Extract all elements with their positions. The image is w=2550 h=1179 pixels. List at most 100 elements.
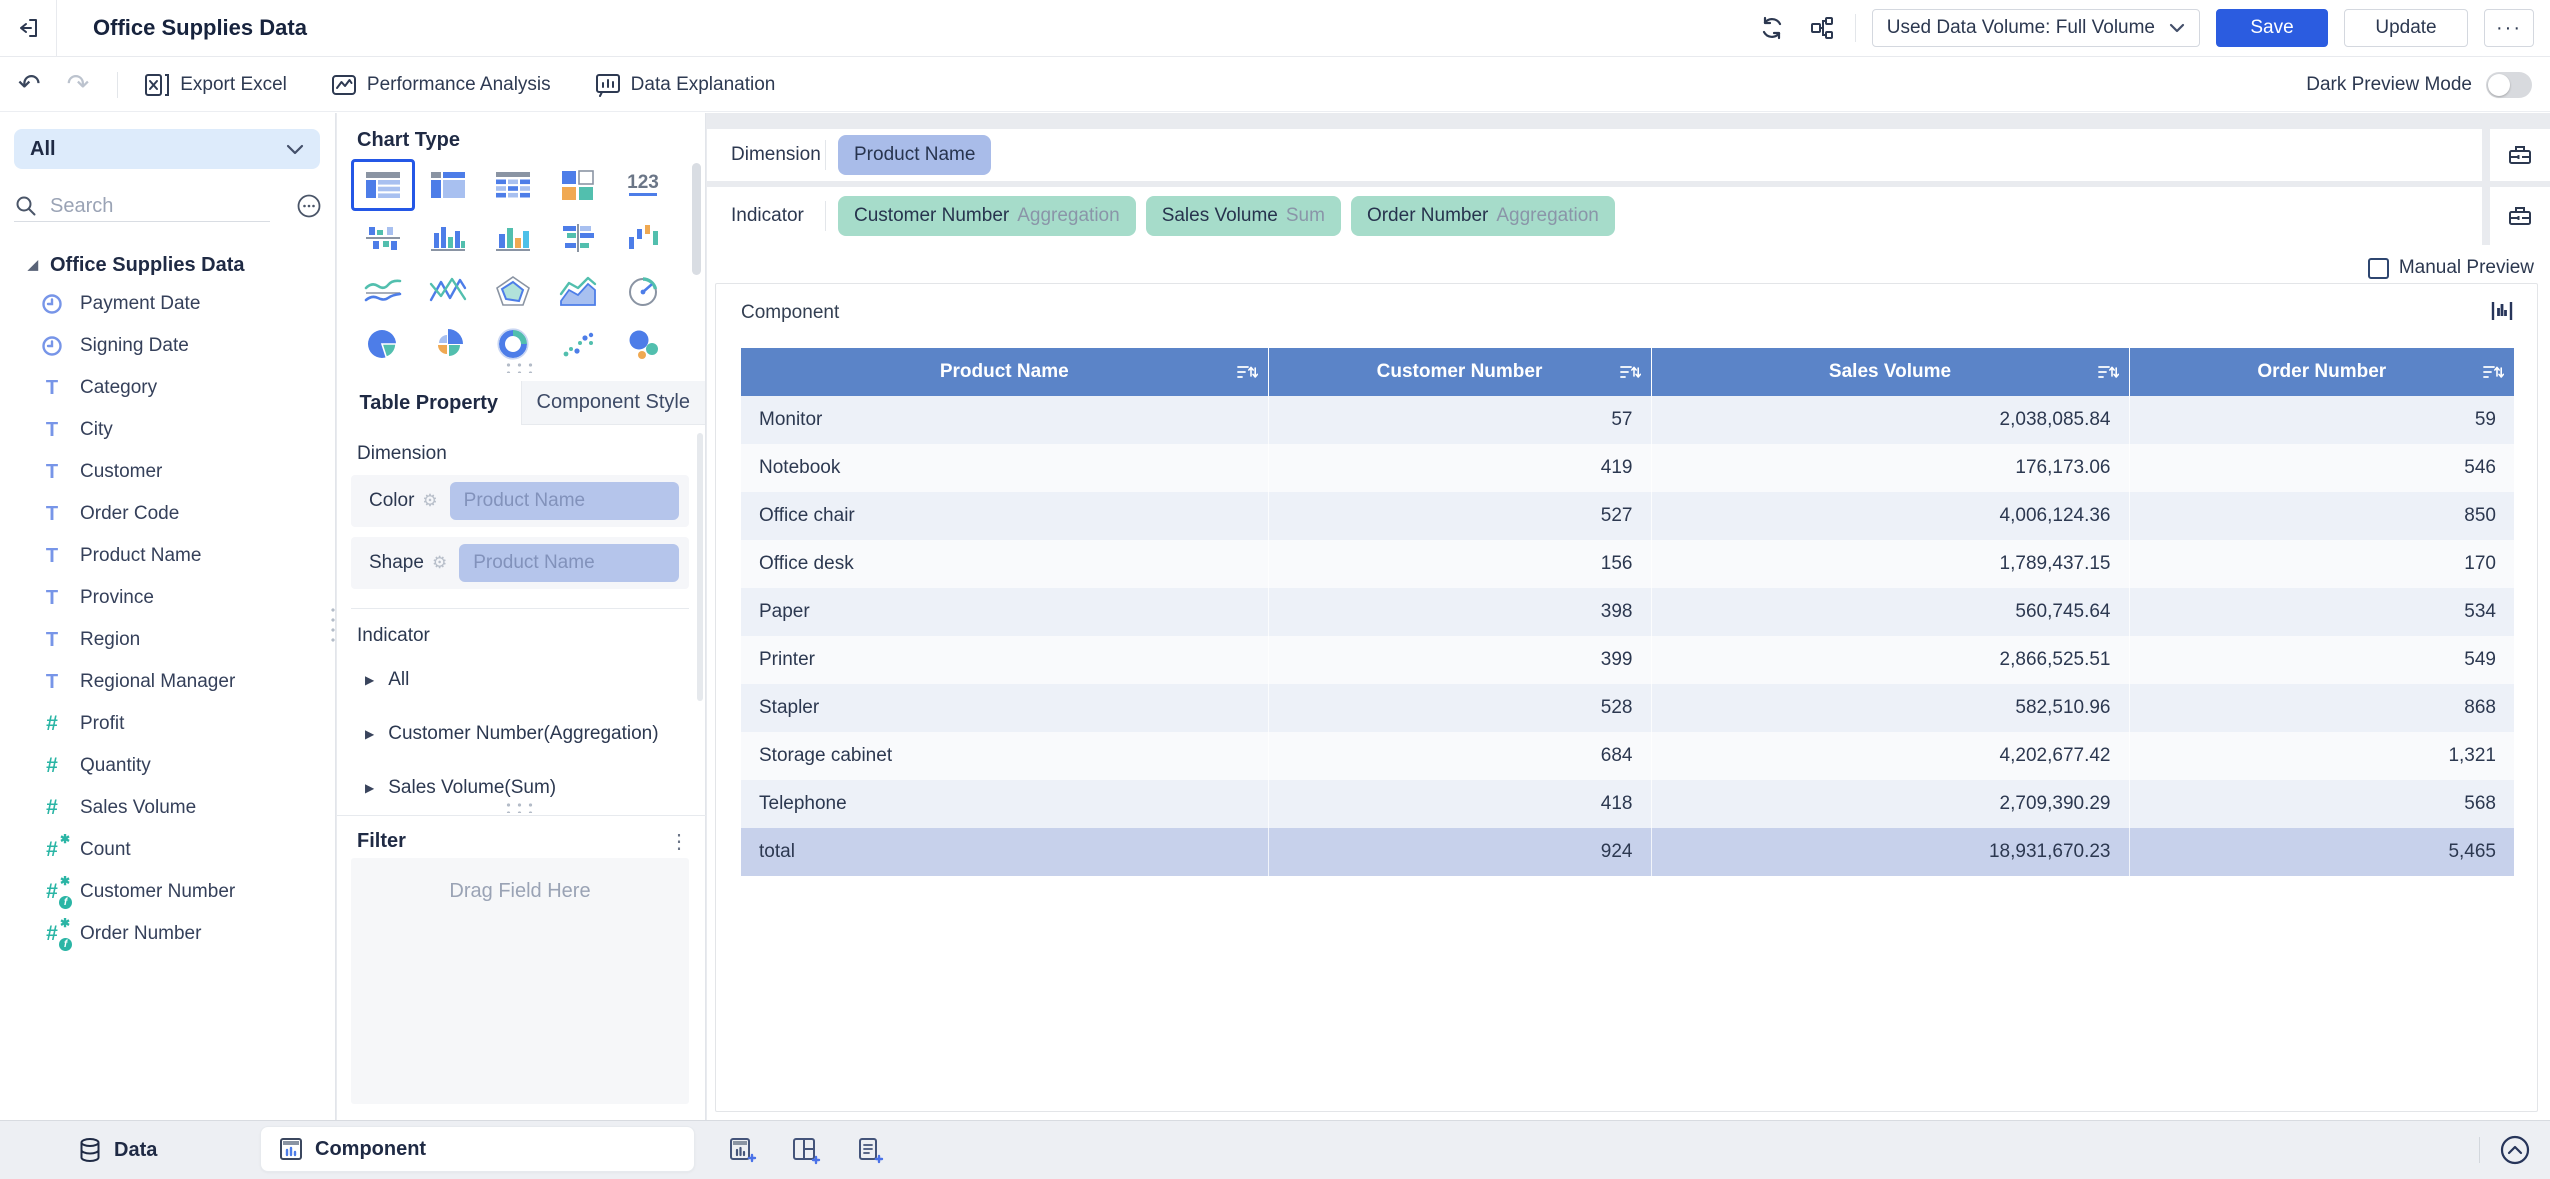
shape-field-pill[interactable]: Product Name: [459, 544, 679, 582]
chart-type-range-bar[interactable]: [611, 212, 675, 264]
tab-component-style[interactable]: Component Style: [520, 381, 705, 425]
indicator-pill-order-number[interactable]: Order Number Aggregation: [1350, 196, 1615, 236]
sort-icon[interactable]: [1619, 362, 1641, 382]
field-item-payment-date[interactable]: Payment Date: [0, 283, 335, 325]
tab-component[interactable]: Component: [260, 1126, 695, 1172]
add-dashboard-button[interactable]: [790, 1135, 822, 1167]
field-item-province[interactable]: T Province: [0, 577, 335, 619]
manual-preview-checkbox[interactable]: [2367, 257, 2389, 279]
chart-type-donut-chart[interactable]: [481, 318, 545, 370]
field-item-regional-manager[interactable]: T Regional Manager: [0, 661, 335, 703]
indicator-pill-sales-volume[interactable]: Sales Volume Sum: [1145, 196, 1341, 236]
chart-type-cross-table[interactable]: [416, 159, 480, 211]
property-panel-resize-handle[interactable]: [503, 801, 537, 813]
tree-root-office-supplies-data[interactable]: ◢ Office Supplies Data: [0, 247, 335, 283]
field-item-profit[interactable]: # Profit: [0, 703, 335, 745]
chart-type-multi-series-bar[interactable]: [416, 212, 480, 264]
sort-icon[interactable]: [1236, 362, 1258, 382]
table-row[interactable]: Stapler 528 582,510.96 868: [741, 684, 2514, 732]
field-item-city[interactable]: T City: [0, 409, 335, 451]
field-item-quantity[interactable]: # Quantity: [0, 745, 335, 787]
scope-select[interactable]: All: [14, 129, 320, 169]
dimension-tools-button[interactable]: [2490, 129, 2550, 181]
indicator-item-customer-number[interactable]: ▶ Customer Number(Aggregation): [365, 723, 659, 745]
column-header-sales-volume[interactable]: Sales Volume: [1650, 348, 2129, 396]
search-input[interactable]: [50, 194, 240, 218]
config-scrollbar[interactable]: [697, 433, 703, 701]
table-row[interactable]: Notebook 419 176,173.06 546: [741, 444, 2514, 492]
undo-button[interactable]: ↶: [18, 69, 41, 99]
chart-type-grouped-table[interactable]: [351, 159, 415, 211]
table-row[interactable]: Office chair 527 4,006,124.36 850: [741, 492, 2514, 540]
dimension-pill-product-name[interactable]: Product Name: [838, 135, 992, 175]
field-item-sales-volume[interactable]: # Sales Volume: [0, 787, 335, 829]
indicator-tools-button[interactable]: [2490, 187, 2550, 245]
table-total-row[interactable]: total 924 18,931,670.23 5,465: [741, 828, 2514, 876]
column-header-product-name[interactable]: Product Name: [741, 348, 1268, 396]
chart-type-bar-line-combo[interactable]: [481, 212, 545, 264]
table-row[interactable]: Printer 399 2,866,525.51 549: [741, 636, 2514, 684]
column-header-order-number[interactable]: Order Number: [2128, 348, 2514, 396]
table-row[interactable]: Monitor 57 2,038,085.84 59: [741, 396, 2514, 444]
chart-type-line-chart[interactable]: [351, 265, 415, 317]
table-row[interactable]: Storage cabinet 684 4,202,677.42 1,321: [741, 732, 2514, 780]
color-field-pill[interactable]: Product Name: [449, 482, 679, 520]
chart-type-scatter-plot[interactable]: [546, 318, 610, 370]
chart-type-rose-chart[interactable]: [416, 318, 480, 370]
save-button[interactable]: Save: [2216, 9, 2328, 47]
field-item-count[interactable]: # ✱ Count: [0, 829, 335, 871]
redo-button[interactable]: ↷: [66, 69, 90, 99]
chart-type-pie-chart[interactable]: [351, 318, 415, 370]
chart-type-card-group[interactable]: [546, 159, 610, 211]
chart-type-gauge[interactable]: [611, 265, 675, 317]
table-row[interactable]: Paper 398 560,745.64 534: [741, 588, 2514, 636]
chart-type-detail-table[interactable]: [481, 159, 545, 211]
manual-preview-control[interactable]: Manual Preview: [2367, 257, 2534, 279]
sort-icon[interactable]: [2482, 362, 2504, 382]
chart-settings-button[interactable]: [2489, 298, 2515, 324]
field-item-product-name[interactable]: T Product Name: [0, 535, 335, 577]
field-item-customer[interactable]: T Customer: [0, 451, 335, 493]
chart-type-kpi-card[interactable]: 123: [611, 159, 675, 211]
more-button[interactable]: ···: [2484, 9, 2534, 47]
column-header-customer-number[interactable]: Customer Number: [1267, 348, 1651, 396]
filter-menu-icon[interactable]: ⋮: [669, 831, 689, 853]
table-row[interactable]: Telephone 418 2,709,390.29 568: [741, 780, 2514, 828]
chart-type-horizontal-bar[interactable]: [546, 212, 610, 264]
add-report-button[interactable]: [854, 1135, 886, 1167]
sort-icon[interactable]: [2097, 362, 2119, 382]
field-item-order-code[interactable]: T Order Code: [0, 493, 335, 535]
data-volume-select[interactable]: Used Data Volume: Full Volume: [1871, 9, 2200, 47]
chart-panel-resize-handle[interactable]: [503, 361, 537, 373]
table-row[interactable]: Office desk 156 1,789,437.15 170: [741, 540, 2514, 588]
indicator-pill-customer-number[interactable]: Customer Number Aggregation: [838, 196, 1136, 236]
back-button[interactable]: [0, 0, 57, 56]
indicator-item-all[interactable]: ▶ All: [365, 669, 409, 691]
chart-type-grouped-bar[interactable]: [351, 212, 415, 264]
performance-analysis-button[interactable]: Performance Analysis: [331, 73, 551, 97]
indicator-item-sales-volume[interactable]: ▶ Sales Volume(Sum): [365, 777, 556, 799]
chart-type-custom-chart[interactable]: [416, 265, 480, 317]
tab-data[interactable]: Data: [78, 1121, 157, 1179]
add-chart-button[interactable]: [726, 1135, 758, 1167]
chart-type-bubble-chart[interactable]: [611, 318, 675, 370]
chart-type-area-chart[interactable]: [546, 265, 610, 317]
collapse-panel-button[interactable]: [2498, 1133, 2532, 1167]
lineage-button[interactable]: [1805, 11, 1839, 45]
export-excel-button[interactable]: Export Excel: [144, 73, 287, 97]
chart-grid-scrollbar[interactable]: [692, 163, 701, 275]
field-item-region[interactable]: T Region: [0, 619, 335, 661]
update-button[interactable]: Update: [2344, 9, 2468, 47]
field-item-signing-date[interactable]: Signing Date: [0, 325, 335, 367]
data-explanation-button[interactable]: Data Explanation: [595, 73, 775, 97]
gear-icon[interactable]: ⚙: [431, 553, 448, 572]
tab-table-property[interactable]: Table Property: [337, 381, 521, 425]
field-settings-button[interactable]: [296, 193, 322, 219]
chart-type-radar-chart[interactable]: [481, 265, 545, 317]
field-item-category[interactable]: T Category: [0, 367, 335, 409]
refresh-button[interactable]: [1755, 11, 1789, 45]
gear-icon[interactable]: ⚙: [422, 491, 438, 510]
field-item-order-number[interactable]: # ✱ f Order Number: [0, 913, 335, 955]
dark-preview-toggle[interactable]: [2486, 71, 2532, 98]
field-item-customer-number[interactable]: # ✱ f Customer Number: [0, 871, 335, 913]
